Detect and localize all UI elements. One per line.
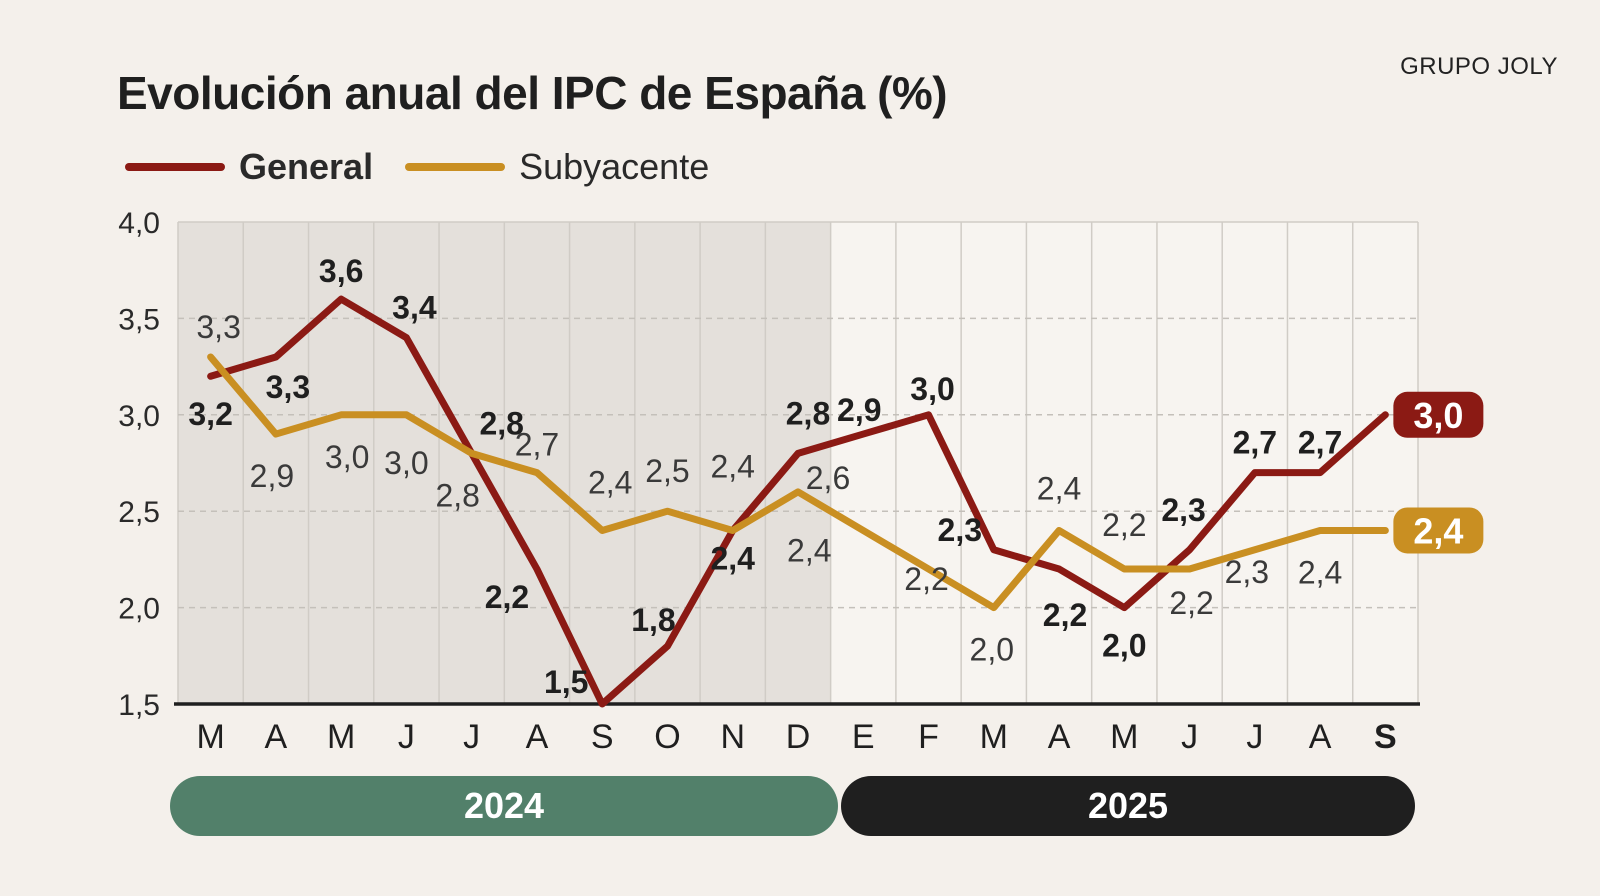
x-tick-label: A (1309, 718, 1332, 756)
data-label-subyacente: 2,2 (1102, 507, 1146, 543)
x-tick-label: M (196, 718, 224, 756)
x-tick-label: J (1181, 718, 1198, 756)
data-label-general: 2,7 (1298, 425, 1342, 461)
y-tick-label: 2,5 (118, 496, 160, 529)
data-label-subyacente: 2,4 (588, 464, 632, 500)
x-tick-label: D (786, 718, 811, 756)
legend-swatch-subyacente (405, 163, 506, 171)
data-label-subyacente: 3,0 (325, 439, 369, 475)
x-tick-label: A (526, 718, 549, 756)
legend-label-general: General (239, 146, 374, 187)
legend-item-general: General (125, 146, 373, 188)
chart-title: Evolución anual del IPC de España (%) (117, 67, 948, 119)
data-label-general: 2,2 (1043, 597, 1087, 633)
y-tick-label: 3,0 (118, 400, 160, 433)
data-label-subyacente: 2,7 (515, 427, 559, 463)
data-label-subyacente: 2,0 (970, 632, 1014, 668)
data-label-subyacente: 2,2 (1169, 585, 1213, 621)
data-label-general: 2,8 (786, 395, 830, 431)
data-label-subyacente: 2,9 (250, 458, 294, 494)
x-tick-label: N (720, 718, 745, 756)
data-label-subyacente: 2,6 (806, 460, 850, 496)
x-tick-label: A (1048, 718, 1071, 756)
data-label-general: 3,0 (910, 371, 954, 407)
data-label-general: 2,9 (837, 392, 881, 428)
y-tick-label: 1,5 (118, 689, 160, 722)
x-tick-label: J (463, 718, 480, 756)
x-tick-label: J (398, 718, 415, 756)
data-label-general: 3,3 (266, 369, 310, 405)
legend-swatch-general (125, 163, 225, 171)
data-label-general: 2,7 (1233, 425, 1277, 461)
data-label-subyacente: 2,4 (710, 448, 754, 484)
y-tick-label: 3,5 (118, 303, 160, 336)
series-line-subyacente (207, 353, 1389, 612)
final-badge-label-subyacente: 2,4 (1413, 510, 1463, 551)
x-tick-label: F (918, 718, 939, 756)
data-label-general: 2,2 (485, 579, 529, 615)
legend: General Subyacente (125, 145, 741, 189)
data-label-subyacente: 2,3 (1225, 554, 1269, 590)
data-label-general: 2,0 (1102, 628, 1146, 664)
legend-item-subyacente: Subyacente (405, 146, 709, 188)
final-badge-label-general: 3,0 (1413, 395, 1463, 436)
year-bar-2024: 2024 (170, 776, 838, 836)
data-label-general: 3,2 (188, 396, 232, 432)
y-tick-label: 2,0 (118, 593, 160, 626)
data-label-subyacente: 2,5 (645, 453, 689, 489)
y-tick-label: 4,0 (118, 207, 160, 240)
final-badge-general (1393, 391, 1484, 438)
x-tick-label: M (327, 718, 355, 756)
x-tick-label: M (1110, 718, 1138, 756)
data-label-general: 2,4 (710, 540, 755, 576)
final-badge-subyacente (1393, 507, 1484, 554)
data-label-general: 2,8 (479, 405, 523, 441)
x-tick-label: J (1246, 718, 1263, 756)
line-chart: 1,5 2,0 2,5 3,0 3,5 4,0 M A M J J A S O N D E F M A M J J A S 3,2… (118, 207, 1484, 756)
data-label-general: 3,4 (392, 290, 437, 326)
data-label-general: 2,3 (938, 512, 982, 548)
x-tick-label: M (980, 718, 1008, 756)
brand-credit: GRUPO JOLY (1400, 53, 1558, 80)
legend-label-subyacente: Subyacente (519, 146, 710, 187)
data-label-general: 1,8 (631, 602, 675, 638)
data-label-subyacente: 2,8 (435, 477, 479, 513)
data-label-subyacente: 3,3 (196, 309, 240, 345)
data-label-subyacente: 2,4 (1298, 554, 1342, 590)
data-label-subyacente: 2,4 (1037, 470, 1081, 506)
series-line-general (207, 295, 1389, 708)
year-bar-2025: 2025 (841, 776, 1415, 836)
data-label-general: 2,3 (1161, 492, 1205, 528)
data-label-subyacente: 2,4 (787, 532, 831, 568)
data-label-subyacente: 3,0 (384, 445, 428, 481)
data-label-general: 1,5 (544, 664, 588, 700)
x-tick-label: O (654, 718, 680, 756)
x-tick-label: E (852, 718, 875, 756)
x-tick-label: A (265, 718, 288, 756)
x-tick-label: S (1374, 718, 1397, 756)
data-label-subyacente: 2,2 (904, 561, 948, 597)
x-tick-label: S (591, 718, 614, 756)
data-label-general: 3,6 (319, 253, 363, 289)
plot-bg-2025 (830, 222, 1418, 704)
